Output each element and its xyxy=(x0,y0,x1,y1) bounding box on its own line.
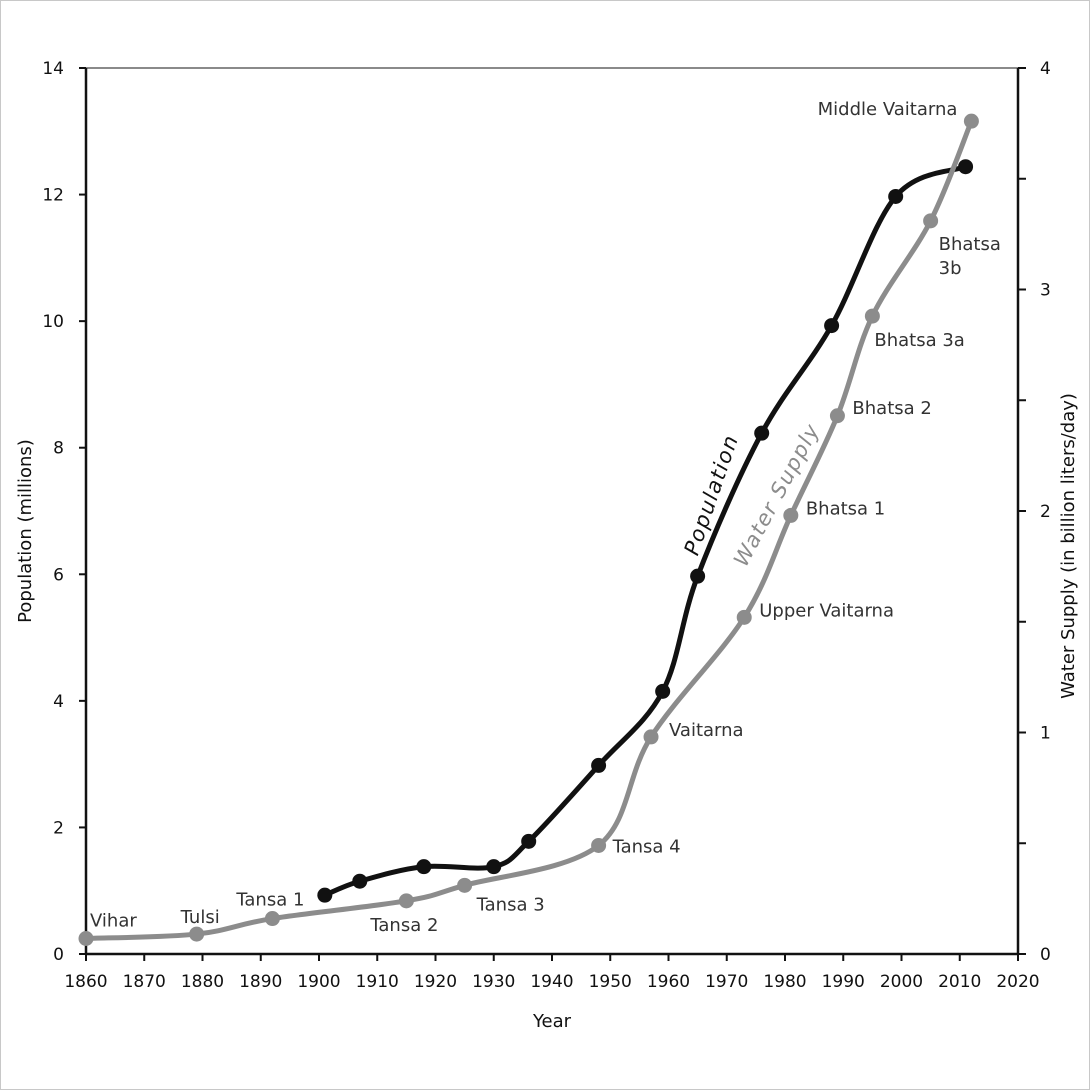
water-supply-point xyxy=(643,729,659,745)
x-tick-label: 1860 xyxy=(64,972,107,992)
water-supply-point xyxy=(591,837,607,853)
x-tick-label: 1950 xyxy=(589,972,632,992)
left-y-tick-label: 0 xyxy=(53,945,64,965)
water-supply-point-label: Vihar xyxy=(90,910,137,931)
population-point xyxy=(317,887,333,903)
x-tick-label: 1920 xyxy=(414,972,457,992)
water-supply-point xyxy=(457,877,473,893)
population-point xyxy=(958,159,974,175)
population-point xyxy=(521,833,537,849)
x-tick-label: 1990 xyxy=(822,972,865,992)
population-point xyxy=(824,318,840,334)
water-supply-point-label: Bhatsa 2 xyxy=(852,398,931,419)
right-y-tick-label: 1 xyxy=(1040,724,1051,744)
water-supply-point xyxy=(963,113,979,129)
water-supply-point-label: Tansa 4 xyxy=(612,836,681,857)
left-y-tick-label: 14 xyxy=(42,59,64,79)
right-y-tick-label: 2 xyxy=(1040,502,1051,522)
water-supply-point xyxy=(783,507,799,523)
water-supply-point xyxy=(189,926,205,942)
water-supply-point-label: Tansa 3 xyxy=(476,894,545,915)
population-point xyxy=(754,425,770,441)
population-point xyxy=(690,568,706,584)
water-supply-point xyxy=(829,408,845,424)
x-tick-label: 2020 xyxy=(996,972,1039,992)
left-y-tick-label: 4 xyxy=(53,692,64,712)
x-tick-label: 1900 xyxy=(297,972,340,992)
water-supply-point-label: Bhatsa 1 xyxy=(806,498,885,519)
x-tick-label: 1960 xyxy=(647,972,690,992)
population-point xyxy=(591,757,607,773)
population-line xyxy=(322,164,969,898)
x-tick-label: 1940 xyxy=(530,972,573,992)
x-tick-label: 2010 xyxy=(938,972,981,992)
right-y-tick-label: 4 xyxy=(1040,59,1051,79)
water-supply-point-label: Upper Vaitarna xyxy=(759,600,894,621)
water-supply-point-label: Vaitarna xyxy=(669,720,744,741)
population-point xyxy=(416,859,432,875)
x-tick-label: 1870 xyxy=(123,972,166,992)
water-supply-point-label: Tulsi xyxy=(180,907,220,928)
water-supply-point-label: Tansa 2 xyxy=(369,915,438,936)
water-supply-point-label: Middle Vaitarna xyxy=(818,99,958,120)
axes: 1860 1870 1880 1890 1900 1910 1920 1930 1940 1950… xyxy=(42,59,1050,992)
population-point xyxy=(888,188,904,204)
x-tick-label: 2000 xyxy=(880,972,923,992)
population-point xyxy=(486,859,502,875)
population-point xyxy=(655,683,671,699)
x-tick-label: 1970 xyxy=(705,972,748,992)
water-supply-point xyxy=(78,930,94,946)
water-supply-point xyxy=(864,308,880,324)
left-y-tick-label: 6 xyxy=(53,565,64,585)
water-supply-point-label: Bhatsa 3a xyxy=(874,330,964,351)
x-tick-label: 1880 xyxy=(181,972,224,992)
series-markers xyxy=(78,113,979,946)
x-axis-title: Year xyxy=(532,1011,572,1032)
water-supply-line xyxy=(83,118,974,941)
population-point xyxy=(352,873,368,889)
left-y-tick-label: 2 xyxy=(53,818,64,838)
right-y-tick-label: 0 xyxy=(1040,945,1051,965)
series-lines xyxy=(83,118,974,941)
right-y-axis-title: Water Supply (in billion liters/day) xyxy=(1058,393,1079,699)
left-y-tick-label: 10 xyxy=(42,312,64,332)
left-y-tick-label: 8 xyxy=(53,439,64,459)
left-y-axis-title: Population (millions) xyxy=(15,439,36,623)
water-supply-point xyxy=(398,893,414,909)
right-y-tick-label: 3 xyxy=(1040,281,1051,301)
left-y-tick-label: 12 xyxy=(42,186,64,206)
water-supply-point xyxy=(264,911,280,927)
x-tick-label: 1890 xyxy=(239,972,282,992)
water-supply-point xyxy=(736,609,752,625)
water-supply-point-label: Tansa 1 xyxy=(235,890,304,911)
point-labels: Vihar Tulsi Tansa 1 Tansa 2 Tansa 3 Tansa 4 Va… xyxy=(90,99,1001,936)
x-tick-label: 1980 xyxy=(763,972,806,992)
water-supply-point xyxy=(923,213,939,229)
x-tick-label: 1930 xyxy=(472,972,515,992)
x-tick-label: 1910 xyxy=(356,972,399,992)
water-supply-point-label: Bhatsa 3b xyxy=(939,234,1001,279)
